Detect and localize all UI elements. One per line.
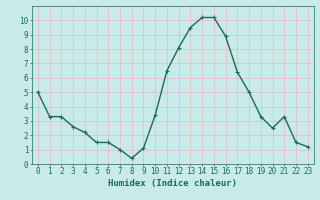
X-axis label: Humidex (Indice chaleur): Humidex (Indice chaleur)	[108, 179, 237, 188]
